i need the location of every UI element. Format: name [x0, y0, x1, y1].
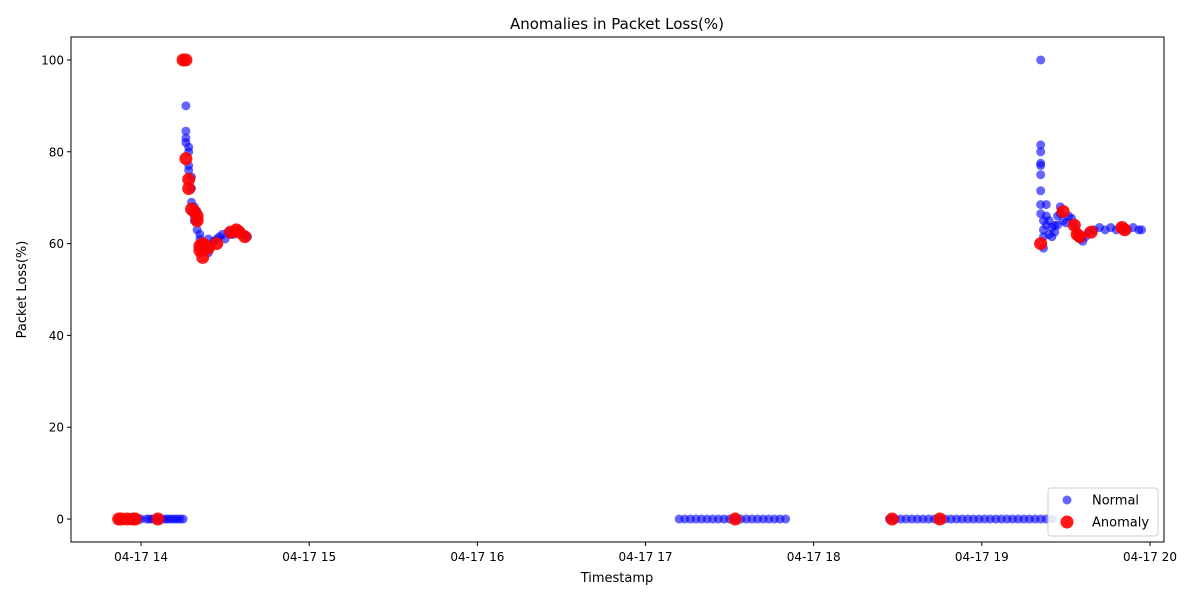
- series-anomaly: [112, 53, 1132, 526]
- plot-frame: [70, 36, 1165, 543]
- legend: Normal Anomaly: [1047, 487, 1159, 537]
- x-tick-label: 04-17 15: [282, 550, 336, 564]
- x-tick-label: 04-17 18: [787, 550, 841, 564]
- y-tick-label: 0: [56, 513, 64, 527]
- x-tick-label: 04-17 17: [619, 550, 673, 564]
- x-tick-label: 04-17 16: [450, 550, 504, 564]
- anomaly-point: [1056, 204, 1070, 218]
- normal-point: [184, 165, 194, 175]
- anomaly-point: [728, 512, 742, 526]
- anomaly-point: [210, 237, 224, 251]
- normal-point: [781, 514, 791, 524]
- anomaly-point: [179, 152, 193, 166]
- normal-point: [178, 514, 188, 524]
- anomaly-point: [179, 53, 193, 67]
- anomaly-point: [128, 512, 142, 526]
- anomaly-point: [933, 512, 947, 526]
- normal-point: [1036, 170, 1046, 180]
- x-tick-label: 04-17 19: [955, 550, 1009, 564]
- normal-point: [1041, 200, 1051, 210]
- normal-point: [1036, 186, 1046, 196]
- anomaly-point: [182, 182, 196, 195]
- normal-point: [1036, 161, 1046, 171]
- anomaly-point: [238, 230, 252, 244]
- legend-normal-marker: [1062, 495, 1072, 505]
- series-normal: [114, 55, 1147, 524]
- normal-point: [1036, 55, 1046, 65]
- anomaly-point: [885, 512, 899, 526]
- x-axis-label: Timestamp: [580, 571, 654, 586]
- y-axis-label: Packet Loss(%): [15, 241, 30, 339]
- anomaly-point: [190, 214, 204, 228]
- normal-point: [181, 126, 191, 136]
- y-tick-label: 80: [49, 145, 64, 159]
- y-tick-label: 40: [49, 329, 64, 343]
- anomaly-point: [1118, 223, 1132, 237]
- normal-point: [1036, 147, 1046, 157]
- normal-point: [1137, 225, 1147, 235]
- x-tick-label: 04-17 14: [114, 550, 168, 564]
- legend-box: [1047, 487, 1159, 537]
- anomaly-point: [182, 172, 196, 186]
- anomaly-point: [1084, 225, 1098, 239]
- normal-point: [181, 101, 191, 111]
- legend-normal-label: Normal: [1092, 494, 1139, 509]
- legend-anomaly-marker: [1060, 515, 1074, 529]
- anomaly-point: [151, 512, 165, 526]
- chart-title: Anomalies in Packet Loss(%): [510, 15, 724, 33]
- normal-point: [1036, 140, 1046, 150]
- y-tick-label: 60: [49, 237, 64, 251]
- legend-anomaly-label: Anomaly: [1092, 516, 1149, 531]
- normal-point: [1050, 227, 1060, 237]
- x-tick-label: 04-17 20: [1123, 550, 1177, 564]
- anomaly-point: [1073, 230, 1087, 244]
- y-tick-label: 100: [41, 53, 64, 67]
- anomaly-point: [1034, 237, 1048, 251]
- y-tick-label: 20: [49, 421, 64, 435]
